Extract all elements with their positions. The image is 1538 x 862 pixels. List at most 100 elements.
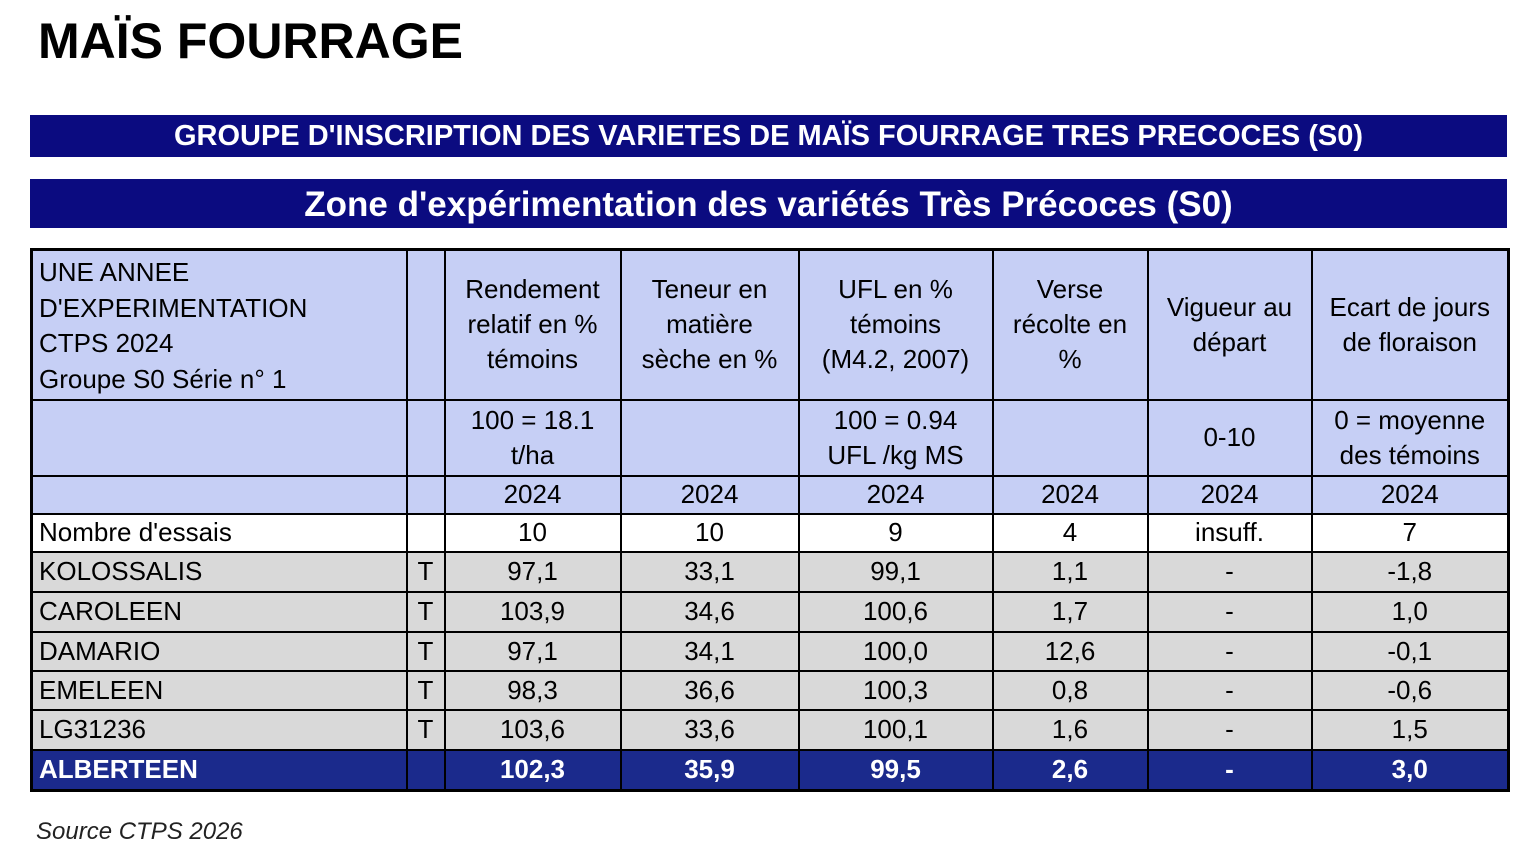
control-mark: T [405, 590, 446, 633]
value-cell: 1,1 [991, 550, 1149, 593]
value-cell: 33,1 [619, 550, 800, 593]
column-reference: 100 = 18.1 t/ha [443, 398, 622, 477]
value-cell: - [1146, 669, 1313, 711]
cell-line: Ecart de jours [1329, 291, 1490, 322]
value-cell: -0,6 [1310, 669, 1510, 711]
row-name: KOLOSSALIS [30, 550, 408, 593]
value-cell: 4 [991, 512, 1149, 553]
row-name: DAMARIO [30, 630, 408, 672]
value-cell: 1,6 [991, 708, 1149, 751]
data-row: ALBERTEEN 102,3 35,9 99,5 2,6-3,0 [30, 748, 1510, 792]
control-mark: T [405, 669, 446, 711]
value-cell: 33,6 [619, 708, 800, 751]
value-cell: 1,7 [991, 590, 1149, 633]
results-table: UNE ANNEE D'EXPERIMENTATION CTPS 2024 Group… [30, 248, 1510, 792]
value-cell: 34,6 [619, 590, 800, 633]
value-cell: 99,5 [797, 748, 994, 792]
header-cell [405, 398, 446, 477]
cell-line: témoins [486, 344, 579, 375]
value-cell: - [1146, 708, 1313, 751]
value-cell: - [1146, 550, 1313, 593]
row-name: ALBERTEEN [30, 748, 408, 792]
cell-line: 100 = 0.94 [833, 404, 958, 435]
cell-line: relatif en % [467, 309, 598, 340]
year-row: 2024 2024 2024 2024 2024 2024 [30, 474, 1510, 515]
value-cell: 100,1 [797, 708, 994, 751]
description-cell: UNE ANNEE D'EXPERIMENTATION CTPS 2024 Group… [30, 248, 408, 401]
data-row: Nombre d'essais 10 10 9 4 insuff. 7 [30, 512, 1510, 553]
reference-row: 100 = 18.1 t/ha 100 = 0.94 UFL /kg MS 0-10 0 … [30, 398, 1510, 477]
column-reference [991, 398, 1149, 477]
cell-line: UFL en % [838, 274, 953, 305]
control-mark [405, 748, 446, 792]
cell-line: Groupe S0 Série n° 1 [39, 363, 287, 394]
control-mark: T [405, 550, 446, 593]
column-reference: 0-10 [1146, 398, 1313, 477]
value-cell: 1,0 [1310, 590, 1510, 633]
row-name: EMELEEN [30, 669, 408, 711]
value-cell: 3,0 [1310, 748, 1510, 792]
column-label: Rendement relatif en % témoins [443, 248, 622, 401]
column-reference: 100 = 0.94 UFL /kg MS [797, 398, 994, 477]
data-row: LG31236 T 103,6 33,6 100,1 1,6-1,5 [30, 708, 1510, 751]
value-cell: 2,6 [991, 748, 1149, 792]
cell-line: CTPS 2024 [39, 328, 174, 358]
value-cell: -0,1 [1310, 630, 1510, 672]
value-cell: 97,1 [443, 550, 622, 593]
value-cell: 100,6 [797, 590, 994, 633]
column-label: Vigueur au départ [1146, 248, 1313, 401]
cell-line: % [1058, 344, 1082, 375]
column-reference: 0 = moyenne des témoins [1310, 398, 1510, 477]
value-cell: 100,0 [797, 630, 994, 672]
page-title: MAÏS FOURRAGE [38, 13, 463, 69]
cell-line: récolte en [1012, 309, 1128, 340]
value-cell: 12,6 [991, 630, 1149, 672]
cell-line: Vigueur au [1166, 291, 1293, 322]
column-reference [619, 398, 800, 477]
column-year: 2024 [991, 474, 1149, 515]
row-name: Nombre d'essais [30, 512, 408, 553]
value-cell: 103,6 [443, 708, 622, 751]
header-cell [405, 474, 446, 515]
value-cell: -1,8 [1310, 550, 1510, 593]
zone-banner: Zone d'expérimentation des variétés Très… [30, 179, 1507, 228]
control-mark: T [405, 708, 446, 751]
cell-line: Teneur en [651, 274, 768, 305]
cell-line: 0 = moyenne [1334, 404, 1486, 435]
value-cell: 99,1 [797, 550, 994, 593]
cell-line: matière [666, 309, 753, 340]
value-cell: 9 [797, 512, 994, 553]
cell-line: 0-10 [1203, 422, 1256, 452]
header-row: UNE ANNEE D'EXPERIMENTATION CTPS 2024 Group… [30, 248, 1510, 401]
cell-line: Rendement [465, 274, 600, 305]
cell-line: UFL /kg MS [827, 439, 964, 470]
data-row: EMELEEN T 98,3 36,6 100,3 0,8- -0,6 [30, 669, 1510, 711]
value-cell: 102,3 [443, 748, 622, 792]
control-mark: T [405, 630, 446, 672]
value-cell: 0,8 [991, 669, 1149, 711]
control-mark [405, 512, 446, 553]
value-cell: 1,5 [1310, 708, 1510, 751]
value-cell: 98,3 [443, 669, 622, 711]
cell-line: D'EXPERIMENTATION [39, 292, 308, 323]
data-row: KOLOSSALIS T 97,1 33,1 99,1 1,1- -1,8 [30, 550, 1510, 593]
value-cell: - [1146, 630, 1313, 672]
value-cell: 97,1 [443, 630, 622, 672]
column-year: 2024 [797, 474, 994, 515]
cell-line: témoins [849, 309, 942, 340]
value-cell: - [1146, 748, 1313, 792]
cell-line: départ [1192, 326, 1267, 357]
column-label: Teneur en matière sèche en % [619, 248, 800, 401]
header-cell [30, 398, 408, 477]
cell-line: sèche en % [641, 344, 778, 375]
value-cell: 7 [1310, 512, 1510, 553]
row-name: LG31236 [30, 708, 408, 751]
value-cell: 100,3 [797, 669, 994, 711]
column-year: 2024 [443, 474, 622, 515]
value-cell: 34,1 [619, 630, 800, 672]
value-cell: - [1146, 590, 1313, 633]
row-name: CAROLEEN [30, 590, 408, 633]
value-cell: 10 [443, 512, 622, 553]
group-banner: GROUPE D'INSCRIPTION DES VARIETES DE MAÏ… [30, 115, 1507, 157]
